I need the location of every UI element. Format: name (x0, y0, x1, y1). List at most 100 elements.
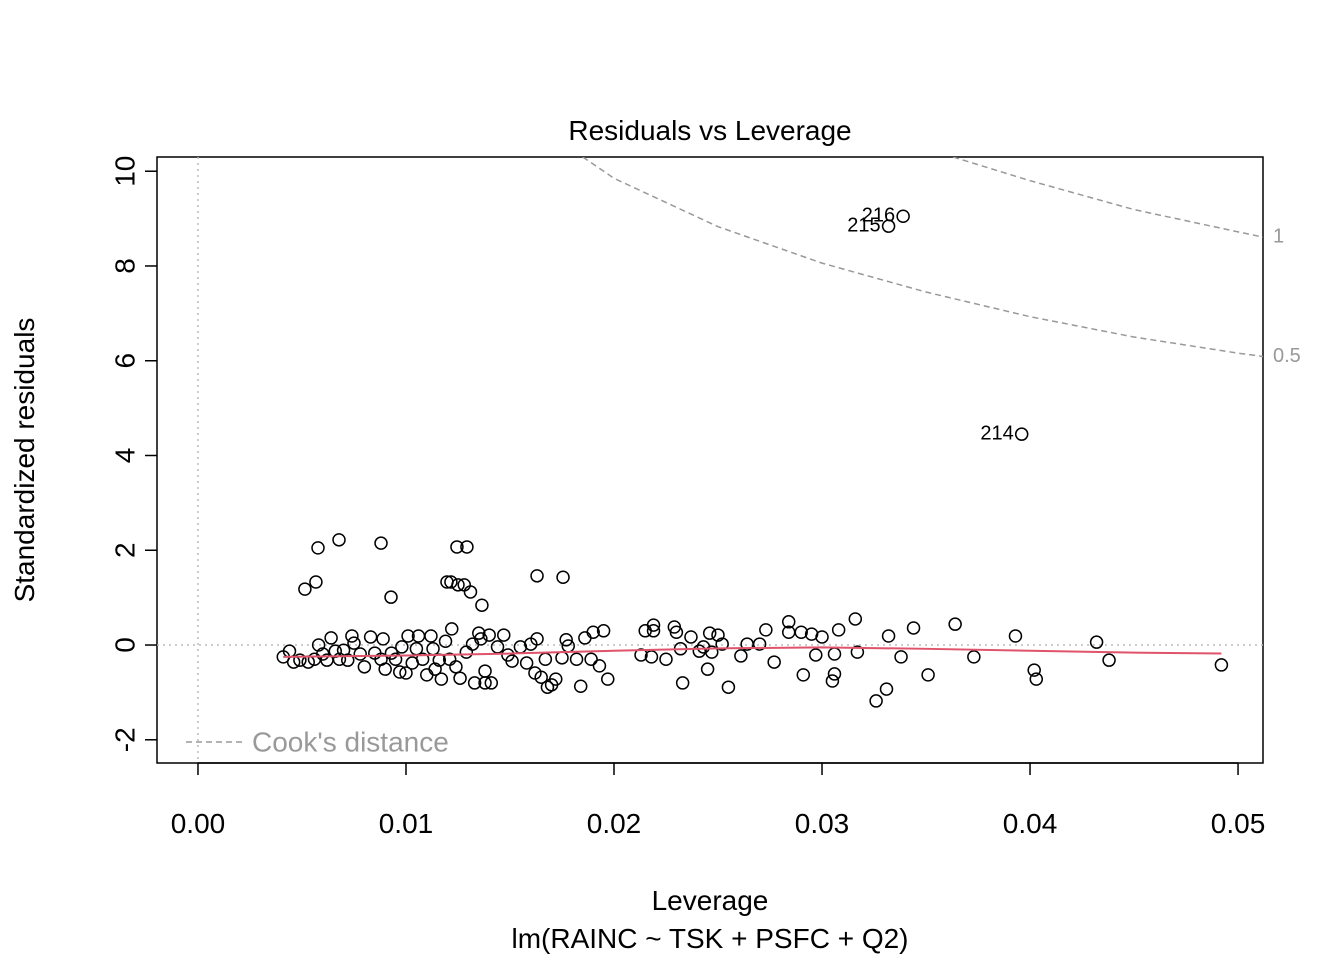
point (740, 637, 754, 651)
point (573, 679, 588, 693)
point (767, 655, 781, 669)
point (311, 638, 326, 652)
point (638, 624, 652, 638)
x-tick-label: 0.02 (587, 808, 642, 839)
point (596, 624, 611, 638)
y-tick-label: 10 (109, 156, 140, 187)
point (948, 617, 962, 631)
point (1214, 658, 1229, 672)
point (460, 540, 474, 554)
y-tick-label: 8 (109, 258, 140, 274)
point (559, 633, 573, 647)
y-tick-label: 0 (109, 637, 140, 653)
cooks-contour (582, 157, 1263, 358)
point (692, 644, 707, 658)
point (659, 652, 673, 666)
point (881, 629, 896, 643)
point (711, 628, 725, 642)
point (478, 676, 492, 690)
point (881, 219, 896, 233)
point (293, 653, 307, 667)
point (399, 666, 413, 680)
point-label: 214 (980, 422, 1013, 444)
point (463, 585, 478, 599)
x-tick-label: 0.01 (379, 808, 434, 839)
point (434, 672, 449, 686)
point (420, 668, 434, 682)
point (696, 640, 711, 654)
point (401, 629, 415, 643)
point (827, 667, 842, 681)
point (702, 626, 717, 640)
y-tick-label: 2 (109, 542, 140, 558)
point (363, 630, 378, 644)
point (804, 627, 819, 641)
x-tick-label: 0.05 (1211, 808, 1266, 839)
point (894, 650, 908, 664)
point (879, 682, 894, 696)
point (453, 671, 467, 685)
x-tick-label: 0.04 (1003, 808, 1058, 839)
point (528, 666, 542, 680)
point (1014, 427, 1029, 441)
point (1008, 629, 1023, 643)
point (519, 656, 534, 670)
y-tick-label: -2 (109, 727, 140, 752)
point (374, 536, 388, 550)
point (1102, 653, 1116, 667)
point (644, 650, 659, 664)
point (497, 628, 511, 642)
point (584, 652, 598, 666)
point (478, 664, 492, 678)
point (781, 615, 796, 629)
point (524, 637, 538, 651)
point (850, 645, 865, 659)
point-label: 216 (862, 205, 895, 227)
smooth-line (283, 646, 1222, 658)
point (578, 631, 592, 645)
point (368, 646, 382, 660)
point (538, 652, 553, 666)
cooks-contour (952, 157, 1263, 238)
point (967, 650, 981, 664)
point (825, 674, 840, 688)
point (475, 598, 489, 612)
point (827, 647, 842, 661)
point (424, 629, 438, 643)
subtitle: lm(RAINC ~ TSK + PSFC + Q2) (511, 923, 908, 954)
point (569, 652, 584, 666)
point (438, 634, 453, 648)
point (896, 209, 910, 223)
y-tick-label: 6 (109, 353, 140, 369)
point (684, 630, 698, 644)
point (556, 570, 570, 585)
point (781, 625, 796, 639)
point (376, 632, 390, 646)
point (1089, 635, 1104, 649)
point (1029, 672, 1044, 686)
plot-frame (156, 156, 1264, 764)
point (395, 640, 409, 654)
point (869, 694, 883, 708)
point (442, 652, 457, 666)
point (490, 640, 505, 654)
point (715, 637, 729, 651)
point (796, 668, 811, 682)
point (675, 676, 690, 690)
point (482, 628, 496, 642)
x-tick-label: 0.00 (171, 808, 226, 839)
contour-label: 0.5 (1273, 345, 1301, 367)
point (848, 612, 863, 626)
point (759, 623, 773, 637)
contour-label: 1 (1273, 225, 1284, 247)
point (384, 646, 399, 660)
point (459, 645, 474, 659)
x-axis-label: Leverage (652, 885, 769, 916)
point (309, 575, 323, 589)
point (324, 631, 338, 645)
point (332, 533, 346, 547)
point (555, 651, 569, 665)
point (721, 680, 736, 694)
point (345, 629, 359, 643)
